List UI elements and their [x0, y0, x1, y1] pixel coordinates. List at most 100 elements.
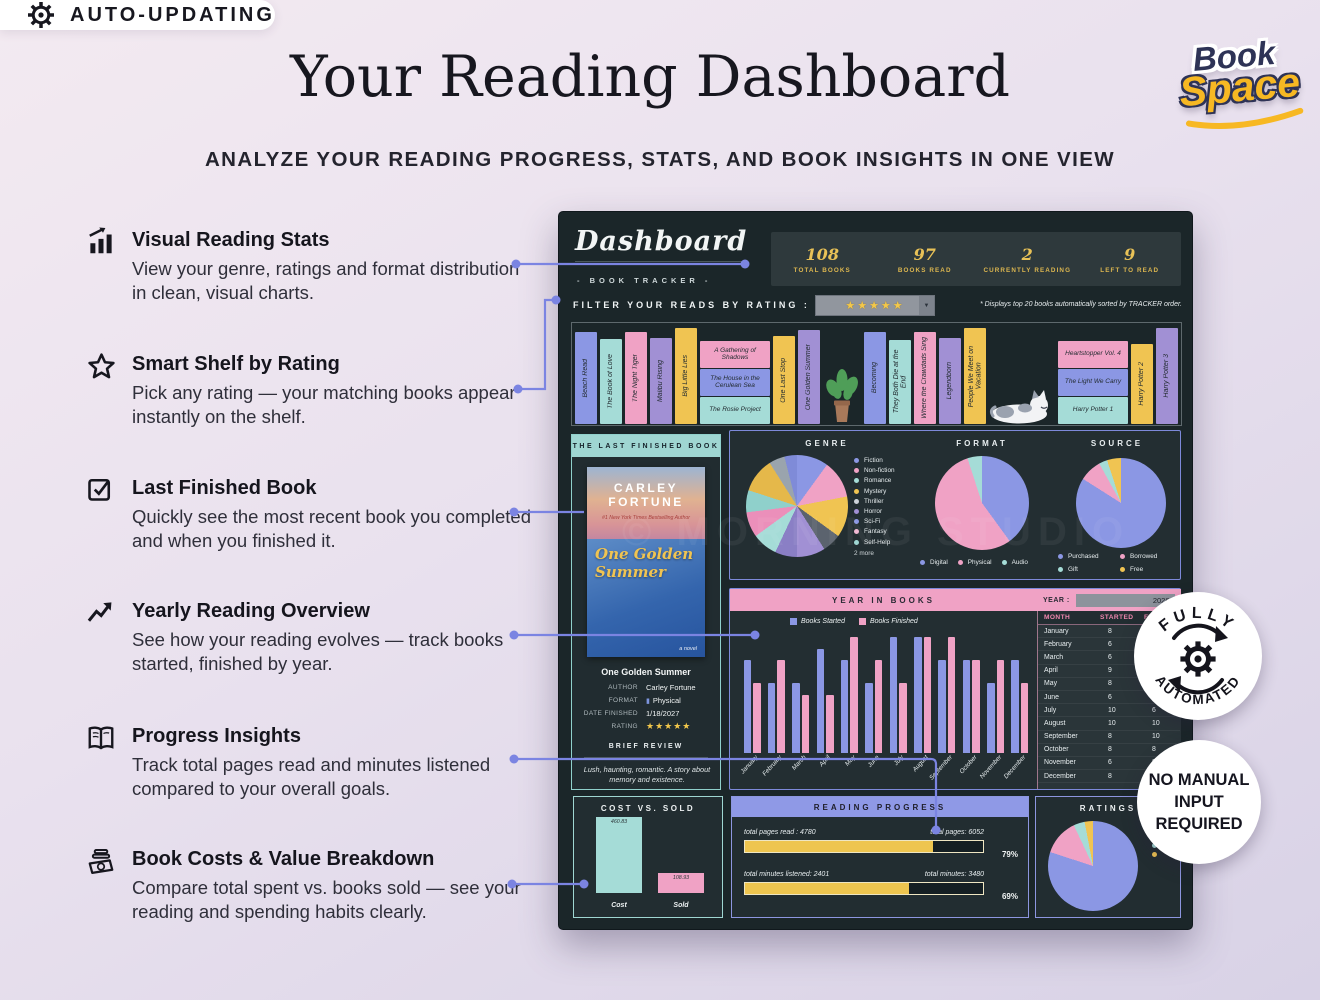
bar [767, 683, 776, 753]
feature-list: Visual Reading Stats View your genre, rat… [86, 227, 536, 949]
cover-note: a novel [679, 646, 697, 652]
page-subtitle: ANALYZE YOUR READING PROGRESS, STATS, AN… [204, 148, 1116, 171]
month-label: July [892, 754, 906, 768]
badge-text-fully: FULLY [1156, 605, 1235, 635]
legend-dot [854, 468, 859, 474]
badge-line: NO MANUAL [1148, 770, 1250, 789]
month-bar-group: November [978, 633, 1006, 780]
stat-left-to-read: 9 LEFT TO READ [1079, 232, 1182, 286]
reading-progress-title: READING PROGRESS [732, 797, 1028, 817]
bar [840, 660, 849, 753]
legend-dot [957, 560, 963, 565]
stacked-book: Heartstopper Vol. 4 [1058, 341, 1128, 368]
table-month-cell: December [1038, 770, 1094, 784]
stat-value: 2 [1021, 244, 1033, 264]
cost-value: 460.83 [610, 819, 628, 825]
format-chart-title: FORMAT [956, 439, 1008, 448]
bar [874, 660, 883, 753]
book-spine-title: Legendborn [946, 362, 954, 400]
legend-label: Horror [864, 507, 883, 515]
legend-item: Fiction [854, 457, 895, 464]
feature-description: Compare total spent vs. books sold — see… [132, 877, 521, 923]
trend-up-icon [86, 598, 120, 631]
rating-filter-dropdown[interactable]: ★★★★★ ▼ [815, 295, 935, 316]
bar [899, 683, 907, 753]
detail-label: RATING [611, 723, 638, 730]
auto-updating-badge: AUTO-UPDATING [0, 0, 275, 30]
feature-body: Progress Insights Track total pages read … [132, 725, 536, 801]
stat-label: TOTAL BOOKS [793, 266, 851, 274]
legend-label: Gift [1068, 566, 1078, 574]
genre-chart-title: GENRE [805, 439, 849, 448]
table-started-cell: 10 [1094, 704, 1138, 718]
table-started-cell: 8 [1094, 625, 1138, 639]
page-title: Your Reading Dashboard [290, 44, 1010, 110]
year-selector-bar: YEAR : 2026 [1037, 589, 1181, 611]
sold-bar: 108.93 [658, 873, 704, 893]
feature-title: Progress Insights [132, 725, 301, 747]
finished-book-title: One Golden Summer [601, 667, 691, 677]
detail-label: DATE FINISHED [583, 710, 638, 717]
book-spine-title: Harry Potter 3 [1163, 354, 1171, 398]
legend-item: Fantasy [854, 528, 895, 535]
minutes-progress-fill [745, 883, 910, 894]
bar [850, 637, 858, 753]
minutes-progress-row: total minutes listened: 2401 total minut… [744, 871, 984, 895]
legend-dot [1058, 554, 1063, 559]
book-cover-top: CARLEY FORTUNE #1 New York Times Bestsel… [587, 467, 705, 539]
year-chart-legend: Books Started Books Finished [790, 618, 918, 625]
legend-label: Sci-Fi [864, 518, 881, 526]
legend-item: Physical [957, 559, 992, 566]
reading-progress-panel: READING PROGRESS total pages read : 4780… [731, 796, 1029, 918]
book-spine: Harry Potter 2 [1130, 344, 1153, 424]
legend-item: Non-fiction [854, 467, 895, 474]
cost-label: Cost [611, 902, 627, 909]
table-finished-cell: 10 [1138, 717, 1180, 731]
month-label: September [928, 754, 955, 782]
book-spine: Becoming [863, 332, 887, 424]
legend-dot [1152, 851, 1157, 857]
cost-vs-sold-panel: COST VS. SOLD 460.83 108.93 Cost Sold [573, 796, 723, 918]
table-month-cell: July [1038, 704, 1094, 718]
book-spine: Harry Potter 3 [1155, 328, 1178, 424]
book-spine: Big Little Lies [675, 328, 698, 424]
filter-note: * Displays top 20 books automatically so… [979, 301, 1182, 308]
svg-text:FULLY: FULLY [1156, 605, 1240, 635]
feature-description: View your genre, ratings and format dist… [132, 258, 520, 304]
finished-book-details: AUTHOR Carley Fortune FORMAT ▮ Physical D… [580, 681, 714, 733]
legend-dot [854, 519, 859, 525]
feature-item: Book Costs & Value Breakdown Compare tota… [86, 848, 536, 924]
svg-text:AUTOMATED: AUTOMATED [1152, 673, 1243, 708]
star-icon [86, 351, 120, 387]
chevron-down-icon[interactable]: ▼ [919, 296, 934, 315]
book-spine-title: They Both Die at the End [892, 350, 908, 414]
pages-progress-track [744, 840, 984, 853]
book-spine-title: Where the Crawdads Sing [921, 337, 929, 419]
table-header-cell: STARTED [1094, 611, 1138, 625]
cat-decoration [989, 386, 1055, 424]
chart-bars-icon [86, 227, 120, 262]
book-cover-bottom: One Golden Summer a novel [587, 539, 705, 657]
genre-legend: Fiction Non-fiction Romance Mystery Thriller… [854, 457, 895, 557]
legend-label: Thriller [864, 497, 884, 505]
bar [1020, 683, 1029, 753]
year-select[interactable]: 2026 [1075, 593, 1175, 607]
legend-item: Horror [854, 508, 895, 515]
detail-row-author: AUTHOR Carley Fortune [580, 681, 714, 694]
legend-dot [1001, 560, 1007, 565]
feature-item: Last Finished Book Quickly see the most r… [86, 477, 536, 553]
table-started-cell: 9 [1094, 665, 1138, 678]
table-month-cell: August [1038, 717, 1094, 731]
bar [889, 637, 898, 753]
stat-label: BOOKS READ [897, 266, 952, 274]
legend-item: Romance [854, 477, 895, 484]
stacked-book: Harry Potter 1 [1058, 397, 1128, 424]
cover-title: One Golden Summer [595, 545, 694, 581]
feature-title: Visual Reading Stats [132, 229, 330, 251]
table-started-cell: 10 [1094, 717, 1138, 731]
legend-item: Gift [1058, 566, 1120, 573]
physical-book-icon: ▮ [646, 698, 650, 705]
legend-dot [854, 488, 859, 494]
dashboard-title: Dashboard [575, 226, 748, 262]
book-cover: CARLEY FORTUNE #1 New York Times Bestsel… [587, 467, 705, 657]
